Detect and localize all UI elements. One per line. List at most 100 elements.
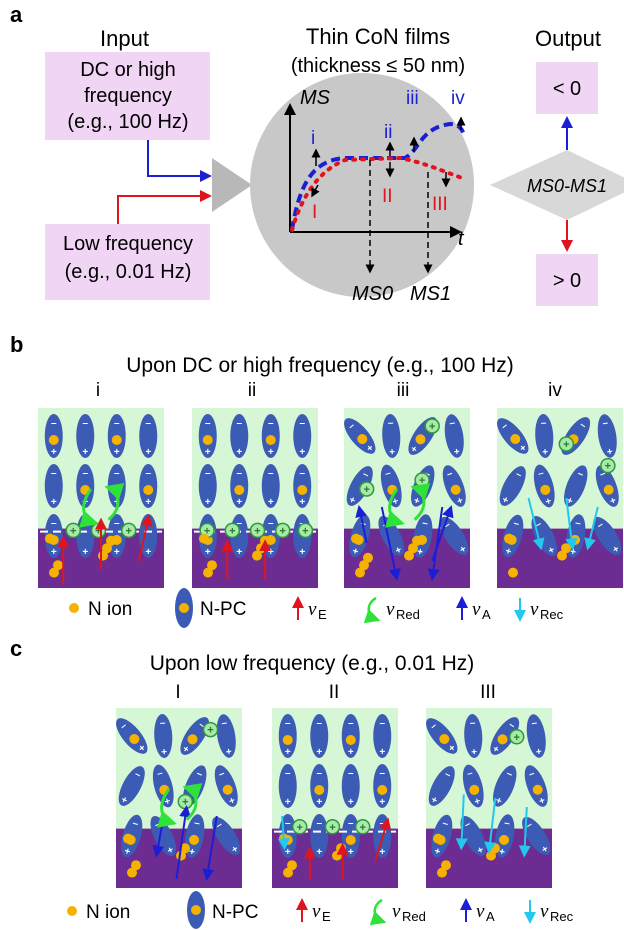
n-ion (363, 552, 373, 563)
svg-text:+: + (379, 797, 385, 808)
npc-molecule: –+ (464, 714, 483, 758)
npc-molecule: –+ (462, 764, 484, 808)
svg-text:–: – (512, 518, 521, 530)
low-frequency-line2: (e.g., 0.01 Hz) (65, 261, 192, 283)
svg-text:–: – (346, 420, 358, 432)
svg-text:+: + (225, 746, 233, 758)
svg-text:+: + (498, 846, 506, 858)
output-negative-box (536, 62, 598, 114)
n-ion (45, 533, 55, 544)
svg-text:–: – (388, 418, 395, 429)
positive-ion (508, 729, 525, 745)
npc-molecule: –+ (212, 816, 241, 856)
npc-molecule: –+ (380, 464, 402, 508)
npc-molecule: –+ (373, 764, 392, 808)
svg-text:–: – (537, 468, 546, 480)
svg-text:–: – (576, 468, 586, 480)
svg-text:–: – (466, 768, 475, 780)
svg-text:–: – (268, 418, 274, 429)
npc-molecule: –+ (310, 764, 329, 808)
legend-c-vred-label: Red (402, 909, 426, 924)
svg-text:–: – (51, 468, 57, 479)
svg-text:+: + (537, 795, 547, 807)
svg-text:–: – (214, 819, 225, 831)
n-ion (508, 567, 518, 578)
npc-molecule: –+ (44, 414, 63, 458)
svg-text:+: + (268, 447, 274, 458)
svg-text:+: + (70, 525, 76, 537)
stage-panel: –+–+–+–+–+–+–+–+–+–+–+–++++ (38, 408, 164, 588)
panel-b-stage-iv: iv (548, 380, 562, 401)
svg-text:+: + (514, 732, 520, 744)
legend-n-ion-dot (69, 603, 79, 613)
svg-text:–: – (195, 768, 205, 780)
svg-text:+: + (302, 525, 308, 537)
svg-text:+: + (351, 546, 360, 558)
svg-text:–: – (193, 818, 201, 830)
legend-vred-arrow (363, 596, 381, 624)
svg-text:+: + (408, 443, 419, 455)
legend-vred-label: Red (396, 607, 420, 622)
npc-molecule: –+ (198, 414, 217, 458)
positive-ion (600, 457, 616, 474)
svg-text:+: + (605, 461, 611, 473)
npc-molecule: –+ (198, 464, 217, 508)
n-ion (53, 560, 63, 571)
svg-text:–: – (423, 468, 433, 480)
legend-c-va-label: A (486, 909, 495, 924)
n-ion (199, 533, 209, 544)
npc-molecule: –+ (116, 718, 148, 755)
curve-label-II: II (382, 186, 393, 207)
npc-molecule: –+ (440, 516, 469, 556)
svg-text:–: – (285, 818, 291, 829)
svg-text:–: – (361, 469, 371, 482)
svg-text:+: + (285, 747, 291, 758)
svg-text:–: – (145, 418, 151, 429)
legend-npc-ion (179, 603, 189, 613)
n-ion (561, 543, 571, 554)
legend-vred-v: v (386, 599, 395, 620)
legend-b: N ion N-PC v E v Red v A v Rec (69, 588, 564, 628)
svg-text:+: + (471, 747, 478, 758)
svg-text:+: + (123, 846, 132, 858)
svg-text:+: + (447, 742, 459, 754)
stage-arrow-I (311, 184, 320, 198)
svg-text:–: – (316, 818, 322, 829)
panel-b-title: Upon DC or high frequency (e.g., 100 Hz) (126, 354, 514, 377)
svg-text:+: + (268, 547, 274, 558)
svg-text:+: + (145, 547, 151, 558)
svg-text:+: + (563, 439, 569, 451)
svg-text:+: + (207, 725, 213, 737)
npc-molecule: –+ (535, 414, 554, 458)
svg-text:+: + (82, 447, 88, 458)
n-ion (106, 535, 116, 546)
svg-text:+: + (254, 525, 260, 537)
svg-text:+: + (391, 496, 400, 508)
svg-text:+: + (476, 844, 486, 857)
svg-text:–: – (531, 718, 539, 730)
legend-c-npc-label: N-PC (212, 902, 258, 923)
svg-text:+: + (544, 496, 553, 508)
stage-panel: –+–+–+–+–+–+–+–+–+–+–+–+++ (497, 408, 623, 588)
svg-text:+: + (490, 743, 501, 755)
svg-text:–: – (217, 768, 227, 780)
svg-text:–: – (51, 518, 57, 529)
svg-text:+: + (229, 525, 235, 537)
npc-molecule: –+ (341, 714, 360, 758)
svg-text:–: – (442, 519, 453, 531)
n-ion (351, 533, 361, 544)
high-frequency-box (45, 52, 210, 140)
svg-text:+: + (51, 547, 57, 558)
legend-n-ion-label: N ion (88, 599, 132, 620)
svg-text:+: + (379, 847, 385, 858)
panel-b-stage-i: i (96, 380, 100, 401)
svg-text:–: – (268, 518, 274, 529)
npc-molecule: –+ (444, 414, 464, 458)
npc-molecule: –+ (522, 816, 551, 856)
panel-b-stage-ii: ii (248, 380, 256, 401)
svg-text:+: + (606, 446, 614, 458)
stage-panel: –+–+–+–+–+–+–+–+–+–+–+–++++ (272, 708, 398, 888)
legend-va-label: A (482, 607, 491, 622)
svg-text:+: + (389, 447, 396, 458)
npc-molecule: –+ (185, 814, 205, 858)
